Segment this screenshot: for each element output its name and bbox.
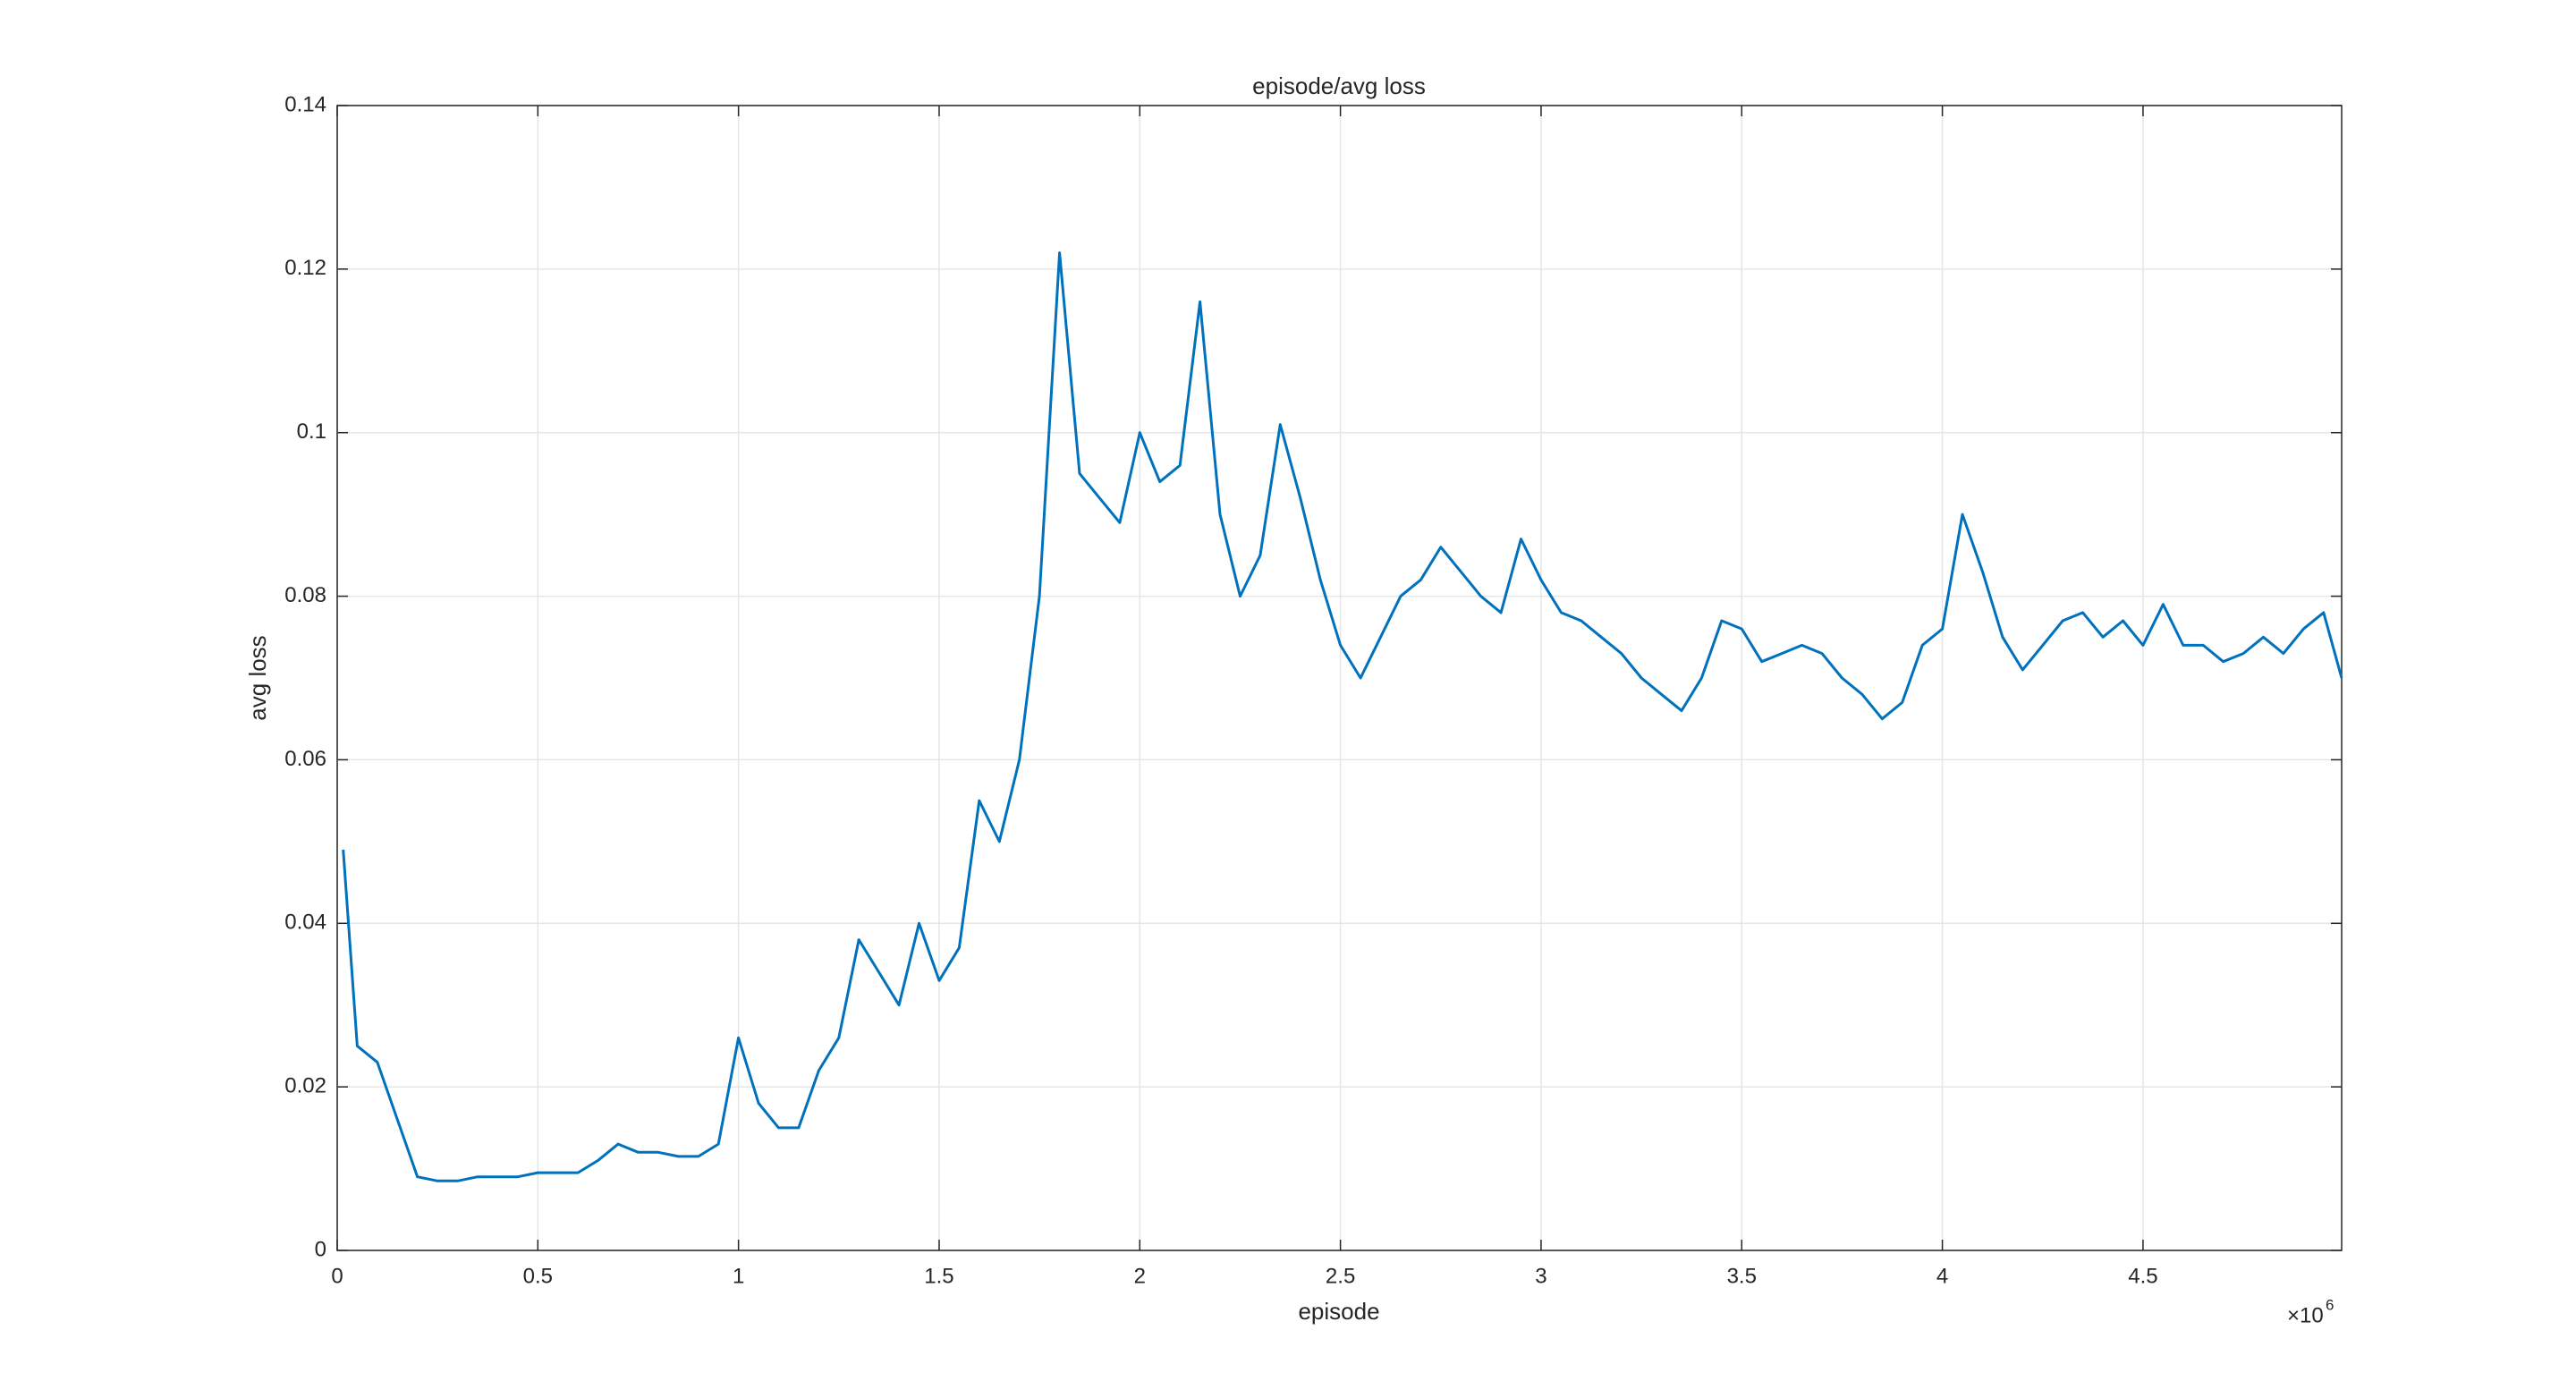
y-tick-label: 0.1 — [297, 419, 326, 444]
x-tick-label: 3.5 — [1727, 1264, 1757, 1288]
x-tick-label: 2.5 — [1326, 1264, 1355, 1288]
x-tick-label: 4 — [1936, 1264, 1948, 1288]
y-tick-label: 0.14 — [284, 92, 326, 116]
x-tick-label: 2 — [1134, 1264, 1146, 1288]
x-tick-label: 1 — [733, 1264, 744, 1288]
x-tick-label: 3 — [1535, 1264, 1546, 1288]
x-tick-label: 1.5 — [924, 1264, 953, 1288]
x-offset-text: ×10 — [2287, 1303, 2324, 1327]
x-offset-power: 6 — [2326, 1296, 2334, 1313]
x-tick-label: 4.5 — [2128, 1264, 2157, 1288]
y-tick-label: 0.06 — [284, 747, 326, 771]
chart-title: episode/avg loss — [1252, 72, 1426, 99]
y-tick-label: 0.08 — [284, 583, 326, 607]
x-axis-label: episode — [1298, 1298, 1379, 1325]
y-tick-label: 0.04 — [284, 911, 326, 935]
x-tick-label: 0 — [331, 1264, 343, 1288]
y-tick-label: 0.12 — [284, 256, 326, 280]
data-line — [342, 251, 2343, 1182]
x-tick-label: 0.5 — [523, 1264, 553, 1288]
y-tick-label: 0 — [315, 1237, 326, 1261]
y-tick-label: 0.02 — [284, 1073, 326, 1097]
y-axis-label: avg loss — [244, 635, 271, 720]
